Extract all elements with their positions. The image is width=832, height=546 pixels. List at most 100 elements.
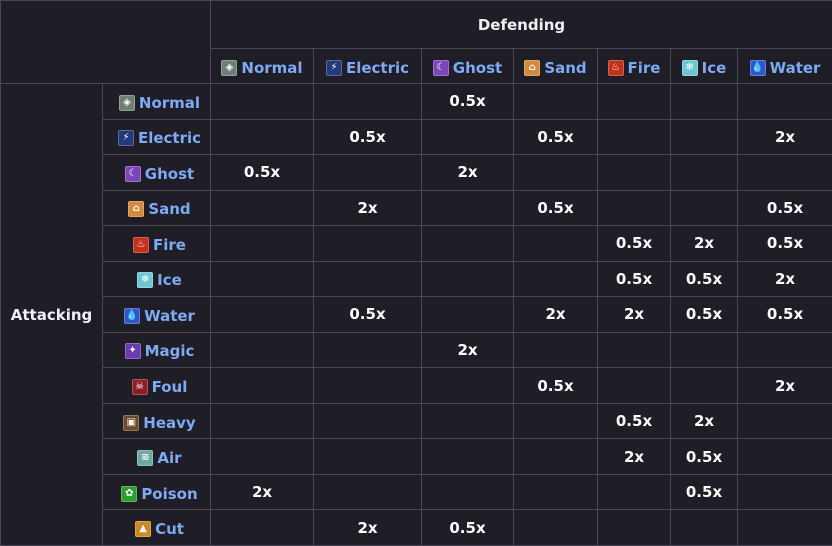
multiplier-cell: 0.5x	[670, 473, 738, 511]
type-label-fire: Fire	[627, 58, 661, 77]
normal-icon: ◈	[221, 59, 238, 76]
multiplier-cell	[421, 296, 514, 333]
multiplier-cell	[210, 260, 314, 298]
type-label-ice: Ice	[157, 271, 182, 290]
multiplier-cell: 2x	[736, 118, 832, 156]
multiplier-cell	[313, 438, 422, 475]
multiplier-cell: 0.5x	[513, 189, 598, 227]
multiplier-cell: 0.5x	[421, 83, 514, 120]
multiplier-cell: 2x	[210, 473, 314, 511]
table-row: ⚡ Electric 0.5x 0.5x 2x	[1, 118, 832, 156]
type-link-magic[interactable]: ✦ Magic	[119, 342, 195, 361]
multiplier-cell	[513, 83, 598, 120]
poison-icon: ✿	[121, 485, 138, 502]
type-link-ice[interactable]: ❄ Ice	[681, 58, 727, 77]
type-link-sand[interactable]: ⌂ Sand	[524, 58, 587, 77]
type-link-foul[interactable]: ☠ Foul	[126, 378, 187, 396]
multiplier-cell	[421, 402, 514, 440]
multiplier-cell	[513, 154, 598, 191]
multiplier-cell	[513, 260, 598, 298]
attacking-type-electric: ⚡ Electric	[102, 118, 211, 156]
multiplier-cell	[736, 473, 832, 511]
type-label-magic: Magic	[144, 342, 195, 361]
type-label-cut: Cut	[155, 520, 184, 539]
type-link-heavy[interactable]: ▣ Heavy	[117, 414, 196, 432]
table-row: ▣ Heavy 0.5x 2x	[1, 402, 832, 440]
multiplier-cell: 0.5x	[736, 225, 832, 262]
multiplier-cell	[670, 154, 738, 191]
attacking-type-cut: ▲ Cut	[102, 509, 211, 546]
electric-icon: ⚡	[325, 59, 342, 76]
table-row: ☾ Ghost 0.5x 2x	[1, 154, 832, 191]
type-link-ghost[interactable]: ☾ Ghost	[432, 58, 503, 77]
multiplier-cell	[313, 331, 422, 369]
table-row: ✦ Magic 2x	[1, 331, 832, 369]
type-link-sand[interactable]: ⌂ Sand	[122, 200, 191, 219]
multiplier-cell	[421, 438, 514, 475]
multiplier-cell	[210, 225, 314, 262]
table-row: ≋ Air 2x 0.5x	[1, 438, 832, 475]
foul-icon: ☠	[131, 379, 148, 396]
type-link-cut[interactable]: ▲ Cut	[129, 520, 184, 538]
multiplier-cell	[513, 402, 598, 440]
multiplier-cell	[313, 402, 422, 440]
multiplier-cell	[313, 154, 422, 191]
multiplier-cell	[670, 118, 738, 156]
multiplier-cell	[210, 402, 314, 440]
type-link-normal[interactable]: ◈ Normal	[113, 94, 200, 112]
type-link-air[interactable]: ≋ Air	[131, 449, 182, 467]
multiplier-cell	[313, 260, 422, 298]
multiplier-cell	[313, 83, 422, 120]
multiplier-cell: 2x	[421, 154, 514, 191]
multiplier-cell: 0.5x	[210, 154, 314, 191]
type-link-fire[interactable]: ♨ Fire	[127, 236, 186, 254]
type-label-ice: Ice	[701, 58, 727, 77]
type-label-sand: Sand	[148, 200, 191, 219]
defending-type-fire: ♨ Fire	[597, 48, 671, 84]
multiplier-cell	[597, 473, 671, 511]
type-link-normal[interactable]: ◈ Normal	[221, 58, 303, 77]
type-label-ghost: Ghost	[452, 58, 503, 77]
ice-icon: ❄	[681, 59, 698, 76]
table-row: ▲ Cut 2x 0.5x	[1, 509, 832, 546]
type-link-electric[interactable]: ⚡ Electric	[325, 59, 409, 77]
multiplier-cell	[597, 118, 671, 156]
multiplier-cell: 0.5x	[670, 260, 738, 298]
attacking-type-ice: ❄ Ice	[102, 260, 211, 298]
multiplier-cell: 0.5x	[670, 296, 738, 333]
multiplier-cell	[513, 509, 598, 546]
attacking-type-heavy: ▣ Heavy	[102, 402, 211, 440]
table-row: Attacking ◈ Normal 0.5x	[0, 83, 832, 546]
type-link-poison[interactable]: ✿ Poison	[115, 485, 198, 503]
type-link-electric[interactable]: ⚡ Electric	[112, 129, 201, 147]
type-link-ice[interactable]: ❄ Ice	[131, 271, 182, 289]
multiplier-cell	[597, 367, 671, 404]
multiplier-cell	[597, 509, 671, 546]
multiplier-cell: 2x	[313, 189, 422, 227]
multiplier-cell	[597, 83, 671, 120]
multiplier-cell	[210, 189, 314, 227]
table-row: ☠ Foul 0.5x 2x	[1, 367, 832, 404]
multiplier-cell	[736, 154, 832, 191]
sand-icon: ⌂	[524, 59, 541, 76]
header-row-defending-types: ◈ Normal ⚡ Electric ☾ Ghost ⌂ Sand ♨ Fire ❄ Ice 💧 Wat…	[1, 48, 832, 84]
type-label-sand: Sand	[544, 58, 587, 77]
multiplier-cell: 0.5x	[421, 509, 514, 546]
multiplier-cell	[670, 331, 738, 369]
multiplier-cell: 2x	[736, 367, 832, 404]
multiplier-cell	[597, 331, 671, 369]
type-link-water[interactable]: 💧 Water	[118, 307, 195, 325]
ice-icon: ❄	[137, 272, 154, 289]
type-label-normal: Normal	[241, 58, 303, 77]
sand-icon: ⌂	[128, 201, 145, 218]
ghost-icon: ☾	[432, 59, 449, 76]
multiplier-cell	[513, 331, 598, 369]
type-link-water[interactable]: 💧 Water	[749, 59, 820, 77]
type-link-fire[interactable]: ♨ Fire	[607, 58, 661, 77]
normal-icon: ◈	[118, 94, 135, 111]
multiplier-cell	[210, 367, 314, 404]
multiplier-cell	[670, 189, 738, 227]
type-link-ghost[interactable]: ☾ Ghost	[119, 165, 194, 183]
multiplier-cell	[513, 225, 598, 262]
table-row: ✿ Poison 2x 0.5x	[1, 473, 832, 511]
